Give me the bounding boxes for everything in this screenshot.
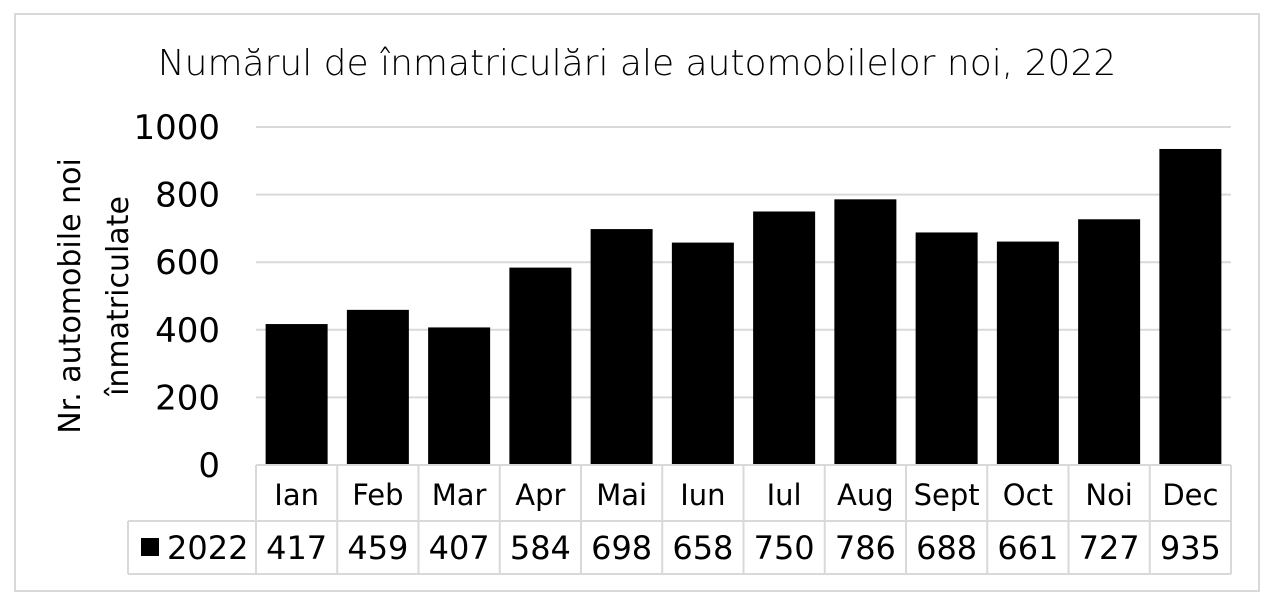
x-tick-label: Dec [1162,478,1218,512]
data-label: 658 [672,529,733,567]
chart-title: Numărul de înmatriculări ale automobilel… [158,43,1117,84]
bar [753,211,816,465]
data-label: 661 [997,529,1058,567]
data-label: 407 [429,529,490,567]
data-label: 750 [754,529,815,567]
legend-series-name: 2022 [167,529,248,567]
x-tick-label: Iul [767,478,802,512]
data-label: 688 [916,529,977,567]
bar [671,242,734,465]
bar [509,267,572,465]
bar [1078,219,1141,465]
x-tick-label: Mai [596,478,647,512]
y-axis-label-line-1: Nr. automobile noi [53,158,88,434]
x-tick-label: Oct [1003,478,1053,512]
y-tick-label: 1000 [133,108,220,148]
data-label: 417 [266,529,327,567]
y-tick-label: 600 [155,243,220,283]
y-tick-label: 200 [155,378,220,418]
data-label: 727 [1079,529,1140,567]
x-tick-label: Feb [352,478,403,512]
legend-swatch [141,538,159,556]
y-tick-label: 800 [155,176,220,216]
gridlines [256,126,1231,399]
bars [265,148,1222,465]
data-label: 698 [591,529,652,567]
x-tick-label: Mar [432,478,487,512]
x-tick-label: Iun [680,478,725,512]
bar [1159,148,1222,465]
bar [834,199,897,465]
data-label: 584 [510,529,571,567]
x-tick-label: Sept [914,478,980,512]
data-label: 935 [1160,529,1221,567]
x-tick-label: Apr [515,478,565,512]
x-tick-label: Noi [1085,478,1133,512]
y-tick-label: 400 [155,311,220,351]
x-tick-label: Ian [274,478,319,512]
y-axis-ticks: 0 200 400 600 800 1000 [133,108,220,486]
y-tick-label: 0 [198,446,220,486]
bar [428,327,491,465]
x-tick-label: Aug [837,478,894,512]
data-table: Ian 417 Feb 459 Mar 407 Apr 584 Mai 698 Iun 658 Iul 7… [127,464,1232,575]
bar [346,309,409,465]
bar [996,241,1059,465]
data-label: 459 [347,529,408,567]
data-label: 786 [835,529,896,567]
bar [590,229,653,465]
bar [265,324,328,465]
y-axis-label-line-2: înmatriculate [101,196,136,397]
bar [915,232,978,465]
